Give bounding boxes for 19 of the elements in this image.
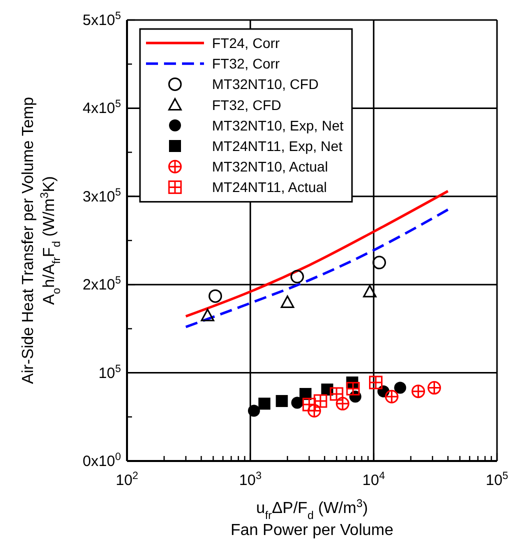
x-tick-label: 10$^{4}$ bbox=[362, 470, 386, 489]
legend-label: MT32NT10, CFD bbox=[212, 76, 319, 92]
x-tick-label: 10$^{3}$ bbox=[239, 470, 262, 489]
legend-label: FT32, CFD bbox=[212, 96, 282, 113]
legend-label: MT24NT11, Actual bbox=[212, 179, 327, 196]
y-tick-label: 0x10$^{0}$ bbox=[82, 451, 122, 470]
y-tick-label: 3x10$^{5}$ bbox=[82, 186, 122, 206]
y-tick-label: 2x10$^{5}$ bbox=[82, 274, 122, 294]
legend-label: MT32NT10, Actual bbox=[212, 158, 328, 175]
x-axis-title: u$_{fr}$ΔP/F$_{d}$ (W/m$^{3}$) Fan Power per Volume bbox=[230, 498, 394, 539]
legend-label: MT32NT10, Exp, Net bbox=[212, 117, 344, 134]
legend-label: FT32, Corr bbox=[212, 56, 280, 72]
x-tick-label: 10$^{5}$ bbox=[486, 470, 508, 489]
x-tick-label: 10$^{2}$ bbox=[116, 470, 138, 489]
legend-label: FT24, Corr bbox=[212, 35, 280, 51]
y-tick-label: 10$^{5}$ bbox=[98, 362, 122, 382]
y-tick-label: 5x10$^{5}$ bbox=[82, 10, 122, 29]
legend-label: MT24NT11, Exp, Net bbox=[212, 138, 343, 154]
y-tick-label: 4x10$^{5}$ bbox=[82, 98, 122, 118]
